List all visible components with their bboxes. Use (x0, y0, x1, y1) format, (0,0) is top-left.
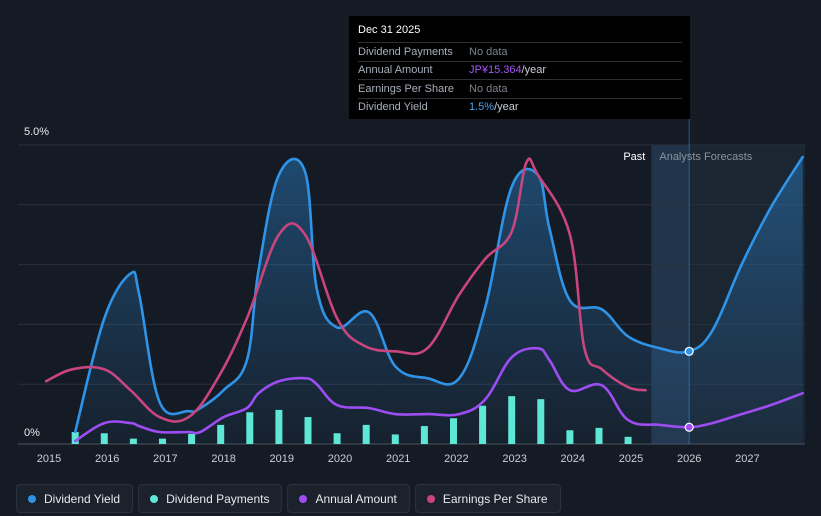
y-axis-label-zero: 0% (24, 427, 40, 439)
x-tick-label: 2022 (444, 453, 468, 465)
annual-amount-marker-dot (684, 422, 694, 432)
tooltip-date: Dec 31 2025 (358, 24, 421, 36)
dividend-payment-bar (246, 412, 254, 444)
tooltip-value: No data (469, 82, 508, 95)
dividend-payment-bar (624, 436, 632, 444)
tooltip-label: Dividend Payments (358, 45, 453, 58)
dividend-payment-bar (333, 433, 341, 444)
dividend-payment-bar (362, 424, 370, 444)
tooltip-value: JP¥15.364/year (469, 64, 546, 76)
tooltip-value: 1.5%/year (469, 101, 519, 113)
dividend-payment-bar (275, 409, 283, 444)
dividend-payment-bar (129, 438, 137, 444)
tooltip-value-amount: JP¥15.364 (469, 64, 522, 77)
x-tick-label: 2025 (619, 453, 643, 465)
dividend-payment-bar (71, 432, 79, 444)
dividend-payment-bar (479, 405, 487, 444)
y-axis-label-max: 5.0% (24, 126, 49, 138)
legend-dot-icon (28, 494, 36, 503)
dividend-payment-bar (304, 417, 312, 444)
tooltip-label: Dividend Yield (358, 101, 428, 114)
dividend-payment-bar (537, 399, 545, 444)
tooltip-value-unit: /year (494, 101, 519, 114)
x-tick-label: 2018 (211, 453, 235, 465)
x-tick-label: 2016 (95, 453, 119, 465)
tooltip-label: Annual Amount (358, 64, 433, 77)
x-tick-label: 2027 (735, 453, 759, 465)
past-label: Past (623, 151, 645, 163)
dividend-chart: 5.0% 0% 2015 2016 2017 2018 2019 2020 2021 2022 20… (18, 119, 805, 465)
dividend-payment-bar (508, 396, 516, 444)
tooltip-row-dividend-yield: Dividend Yield 1.5%/year (358, 97, 682, 117)
forecast-label: Analysts Forecasts (659, 151, 752, 163)
legend-item-annual-amount[interactable]: Annual Amount (287, 484, 410, 513)
x-tick-label: 2026 (677, 453, 701, 465)
legend-dot-icon (299, 494, 308, 503)
tooltip-value-unit: /year (521, 64, 547, 77)
dividend-yield-marker-dot (684, 346, 694, 356)
chart-tooltip: Dec 31 2025 Dividend Payments No data An… (349, 16, 690, 119)
x-tick-label: 2021 (386, 453, 410, 465)
legend-label: Annual Amount (315, 491, 397, 506)
dividend-payment-bar (420, 426, 428, 444)
dividend-payment-bar (595, 427, 603, 444)
x-tick-label: 2020 (328, 453, 352, 465)
legend-dot-icon (150, 494, 159, 503)
dividend-payment-bar (217, 424, 225, 444)
dividend-payment-bar (158, 438, 166, 444)
tooltip-row-annual-amount: Annual Amount JP¥15.364/year (358, 60, 682, 80)
dividend-payment-bar (449, 418, 457, 444)
earnings-per-share-line (44, 157, 647, 423)
x-tick-label: 2017 (153, 453, 177, 465)
x-tick-label: 2024 (561, 453, 585, 465)
x-tick-label: 2015 (37, 453, 61, 465)
tooltip-value-yield: 1.5% (469, 101, 495, 114)
x-tick-label: 2023 (502, 453, 526, 465)
dividend-payment-bar (391, 434, 399, 444)
x-tick-label: 2019 (270, 453, 294, 465)
legend-label: Earnings Per Share (442, 491, 548, 506)
dividend-yield-line (73, 155, 804, 434)
legend-item-earnings-per-share[interactable]: Earnings Per Share (414, 484, 561, 513)
tooltip-row-dividend-payments: Dividend Payments No data (358, 42, 682, 61)
tooltip-row-earnings-per-share: Earnings Per Share No data (358, 79, 682, 98)
dividend-yield-area (75, 157, 803, 444)
legend-dot-icon (426, 494, 435, 503)
dividend-payment-bar (100, 433, 108, 444)
dividend-payment-bar (566, 430, 574, 444)
annual-amount-line (73, 346, 804, 443)
tooltip-label: Earnings Per Share (358, 82, 454, 95)
legend-label: Dividend Yield (44, 491, 121, 506)
chart-legend: Dividend Yield Dividend Payments Annual … (16, 484, 561, 513)
legend-item-dividend-payments[interactable]: Dividend Payments (138, 484, 283, 513)
tooltip-value: No data (469, 45, 508, 58)
legend-item-dividend-yield[interactable]: Dividend Yield (16, 484, 134, 513)
legend-label: Dividend Payments (166, 491, 270, 506)
dividend-payment-bar (188, 433, 196, 444)
